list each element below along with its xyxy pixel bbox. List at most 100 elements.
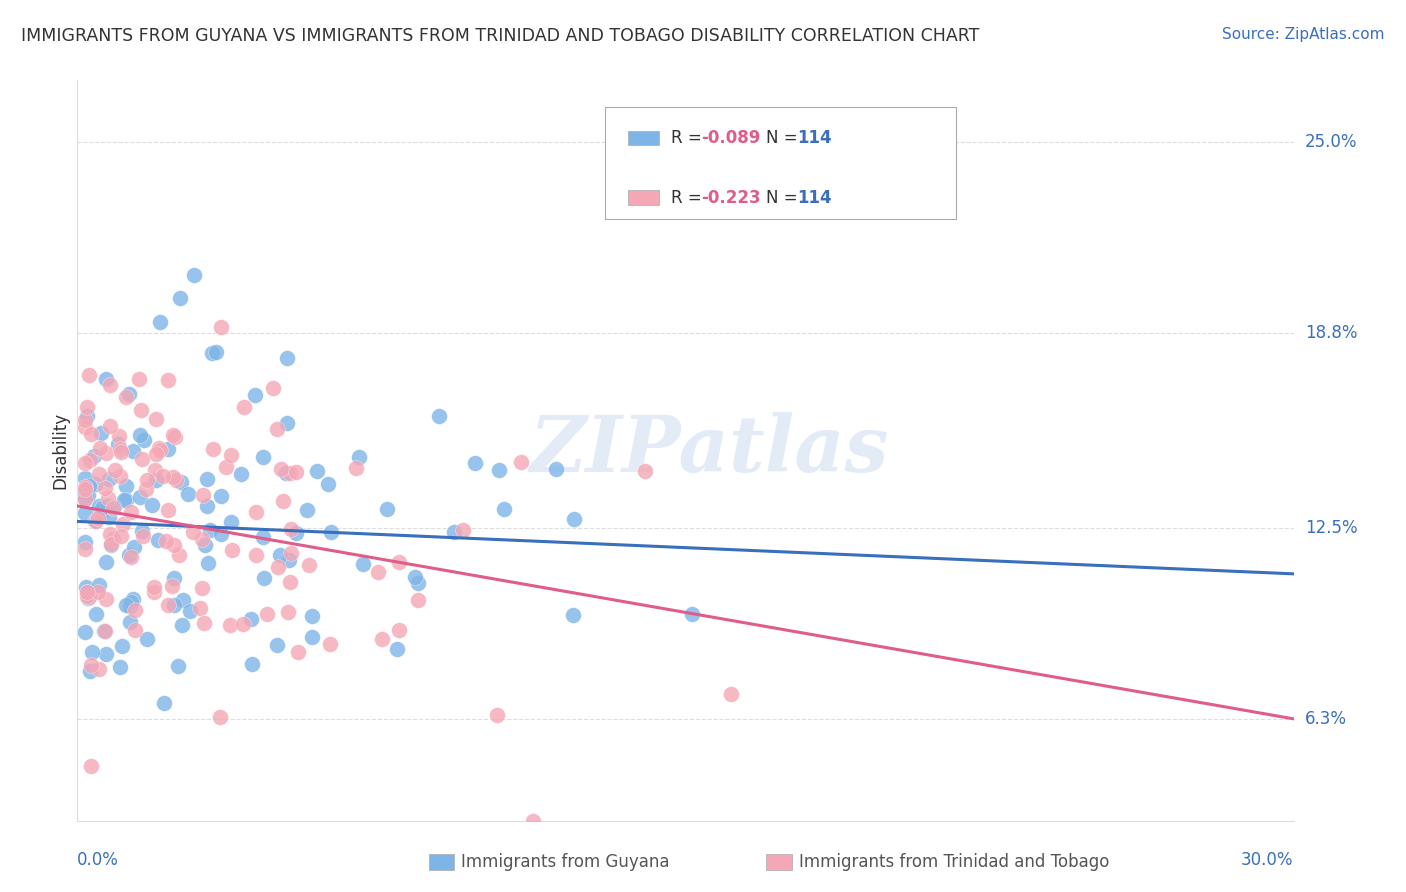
Point bbox=[87, 578, 110, 592]
Point bbox=[77, 488, 100, 502]
Point bbox=[240, 657, 263, 672]
Point bbox=[201, 442, 224, 456]
Point bbox=[544, 462, 567, 476]
Point bbox=[271, 493, 294, 508]
Point bbox=[108, 659, 131, 673]
Point bbox=[252, 450, 274, 464]
Point bbox=[79, 590, 101, 604]
Point bbox=[485, 708, 508, 723]
Point bbox=[266, 638, 288, 652]
Point bbox=[181, 524, 204, 539]
Point bbox=[77, 591, 100, 605]
Point bbox=[80, 658, 103, 673]
Point bbox=[301, 608, 323, 623]
Point bbox=[87, 467, 110, 482]
Text: 6.3%: 6.3% bbox=[1305, 710, 1347, 728]
Point bbox=[75, 542, 97, 557]
Point bbox=[221, 448, 243, 462]
Point bbox=[75, 483, 97, 497]
Point bbox=[156, 373, 179, 387]
Point bbox=[83, 477, 105, 491]
Point bbox=[406, 575, 429, 590]
Point bbox=[111, 516, 134, 531]
Point bbox=[276, 466, 298, 480]
Point bbox=[252, 530, 274, 544]
Point bbox=[79, 664, 101, 678]
Point bbox=[98, 377, 121, 392]
Point bbox=[87, 584, 110, 599]
Point bbox=[406, 593, 429, 607]
Point bbox=[79, 453, 101, 467]
Point bbox=[108, 442, 131, 457]
Point bbox=[284, 526, 307, 541]
Point bbox=[170, 475, 193, 489]
Point bbox=[96, 446, 118, 460]
Point bbox=[155, 534, 177, 549]
Point bbox=[145, 473, 167, 487]
Point bbox=[108, 429, 131, 443]
Point bbox=[165, 474, 187, 488]
Point bbox=[80, 645, 103, 659]
Point bbox=[165, 430, 187, 444]
Point bbox=[243, 387, 266, 401]
Point bbox=[232, 616, 254, 631]
Point bbox=[107, 437, 129, 451]
Point bbox=[115, 479, 138, 493]
Point bbox=[120, 595, 142, 609]
Point bbox=[443, 525, 465, 540]
Point bbox=[94, 624, 117, 639]
Point bbox=[76, 409, 98, 423]
Point bbox=[76, 589, 98, 603]
Point bbox=[221, 515, 243, 529]
Point bbox=[219, 618, 242, 632]
Point bbox=[245, 505, 267, 519]
Point bbox=[285, 465, 308, 479]
Point bbox=[385, 642, 408, 657]
Point bbox=[84, 514, 107, 528]
Point bbox=[319, 524, 342, 539]
Point bbox=[122, 592, 145, 607]
Point bbox=[135, 474, 157, 488]
Point bbox=[564, 511, 586, 525]
Point bbox=[75, 625, 97, 640]
Point bbox=[209, 527, 232, 541]
Text: 25.0%: 25.0% bbox=[1305, 133, 1357, 151]
Point bbox=[115, 390, 138, 404]
Point bbox=[76, 584, 98, 599]
Point bbox=[103, 500, 125, 514]
Point bbox=[522, 814, 544, 828]
Point bbox=[297, 503, 319, 517]
Point bbox=[120, 550, 142, 565]
Point bbox=[120, 615, 142, 629]
Point bbox=[263, 381, 285, 395]
Point bbox=[278, 553, 301, 567]
Point bbox=[253, 572, 276, 586]
Point bbox=[110, 445, 132, 459]
Point bbox=[352, 557, 374, 571]
Point bbox=[162, 427, 184, 442]
Text: Source: ZipAtlas.com: Source: ZipAtlas.com bbox=[1222, 27, 1385, 42]
Point bbox=[245, 549, 267, 563]
Point bbox=[190, 581, 212, 595]
Point bbox=[316, 476, 339, 491]
Text: -0.089: -0.089 bbox=[702, 129, 761, 147]
Point bbox=[319, 637, 342, 651]
Point bbox=[96, 592, 118, 607]
Point bbox=[193, 616, 215, 631]
Text: Immigrants from Guyana: Immigrants from Guyana bbox=[461, 853, 669, 871]
Point bbox=[221, 542, 243, 557]
Point bbox=[79, 368, 101, 382]
Text: R =: R = bbox=[671, 189, 707, 207]
Point bbox=[162, 470, 184, 484]
Point bbox=[104, 463, 127, 477]
Point bbox=[163, 598, 186, 612]
Point bbox=[91, 501, 114, 516]
Point bbox=[142, 580, 165, 594]
Point bbox=[131, 402, 153, 417]
Point bbox=[149, 315, 172, 329]
Point bbox=[388, 624, 411, 638]
Point bbox=[464, 456, 486, 470]
Point bbox=[307, 464, 329, 478]
Point bbox=[129, 428, 152, 442]
Point bbox=[75, 487, 97, 501]
